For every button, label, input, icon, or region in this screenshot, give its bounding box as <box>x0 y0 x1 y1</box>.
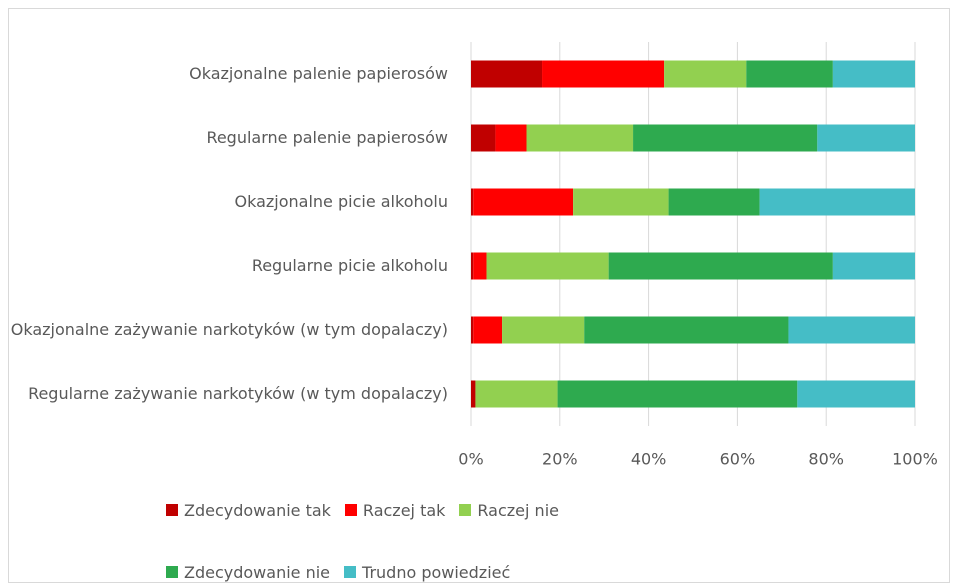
category-label: Okazjonalne picie alkoholu <box>8 190 449 214</box>
bar-segment <box>797 380 915 408</box>
category-label-text: Okazjonalne zażywanie narkotyków (w tym … <box>10 320 448 339</box>
bar-segment <box>486 252 609 280</box>
category-label: Regularne zażywanie narkotyków (w tym do… <box>8 382 448 406</box>
bar-segment <box>502 316 585 344</box>
bar-segment <box>832 252 915 280</box>
bar-segment <box>473 316 503 344</box>
bar-segment <box>473 252 487 280</box>
x-tick-label: 40% <box>631 450 667 469</box>
legend-item: Zdecydowanie tak <box>166 497 331 523</box>
bar-segment <box>573 188 669 216</box>
category-label-text: Regularne zażywanie narkotyków (w tym do… <box>28 384 448 403</box>
x-tick-label: 0% <box>458 450 483 469</box>
legend-item: Raczej tak <box>344 497 446 523</box>
bar-segment <box>471 252 474 280</box>
bar-segment <box>817 124 915 152</box>
category-label: Okazjonalne zażywanie narkotyków (w tym … <box>8 318 448 342</box>
legend-item: Zdecydowanie nie <box>166 559 330 585</box>
legend-swatch <box>166 566 178 578</box>
legend-item: Raczej nie <box>459 497 559 523</box>
category-label: Regularne palenie papierosów <box>8 126 448 150</box>
x-tick-label: 80% <box>808 450 844 469</box>
legend-label: Raczej nie <box>477 500 559 520</box>
bar-segment <box>664 60 747 88</box>
legend-label: Zdecydowanie tak <box>184 500 331 520</box>
legend-label: Raczej tak <box>362 500 446 520</box>
bar-segment <box>633 124 818 152</box>
category-label-text: Regularne picie alkoholu <box>251 256 448 275</box>
bar-segment <box>471 316 474 344</box>
legend-swatch <box>459 504 472 516</box>
legend-label: Zdecydowanie nie <box>184 562 331 582</box>
legend-swatch <box>344 504 357 516</box>
legend-swatch <box>344 566 357 578</box>
category-label-text: Okazjonalne palenie papierosów <box>189 64 448 83</box>
legend-label: Trudno powiedzieć <box>362 562 511 582</box>
x-tick-label: 60% <box>720 450 756 469</box>
bar-segment <box>557 380 798 408</box>
bar-segment <box>788 316 915 344</box>
legend: Zdecydowanie tak Raczej tak Raczej nie Zdec… <box>166 497 786 585</box>
bar-segment <box>473 188 574 216</box>
bar-segment <box>759 188 915 216</box>
bar-segment <box>526 124 634 152</box>
legend-swatch <box>166 504 178 516</box>
category-label-text: Regularne palenie papierosów <box>206 128 448 147</box>
bar-segment <box>584 316 789 344</box>
x-tick-label: 100% <box>892 450 938 469</box>
bar-segment <box>495 124 527 152</box>
bar-segment <box>542 60 665 88</box>
bar-segment <box>471 380 476 408</box>
legend-item: Trudno powiedzieć <box>344 559 510 585</box>
x-tick-label: 20% <box>542 450 578 469</box>
bar-segment <box>832 60 915 88</box>
bar-segment <box>668 188 760 216</box>
category-label: Okazjonalne palenie papierosów <box>8 62 448 86</box>
chart-frame <box>8 8 950 583</box>
bar-segment <box>471 188 474 216</box>
bar-segment <box>471 60 543 88</box>
category-label: Regularne picie alkoholu <box>8 254 448 278</box>
bar-segment <box>471 124 496 152</box>
bar-segment <box>475 380 558 408</box>
category-label-text: Okazjonalne picie alkoholu <box>234 192 449 211</box>
bar-segment <box>608 252 833 280</box>
bar-segment <box>746 60 833 88</box>
